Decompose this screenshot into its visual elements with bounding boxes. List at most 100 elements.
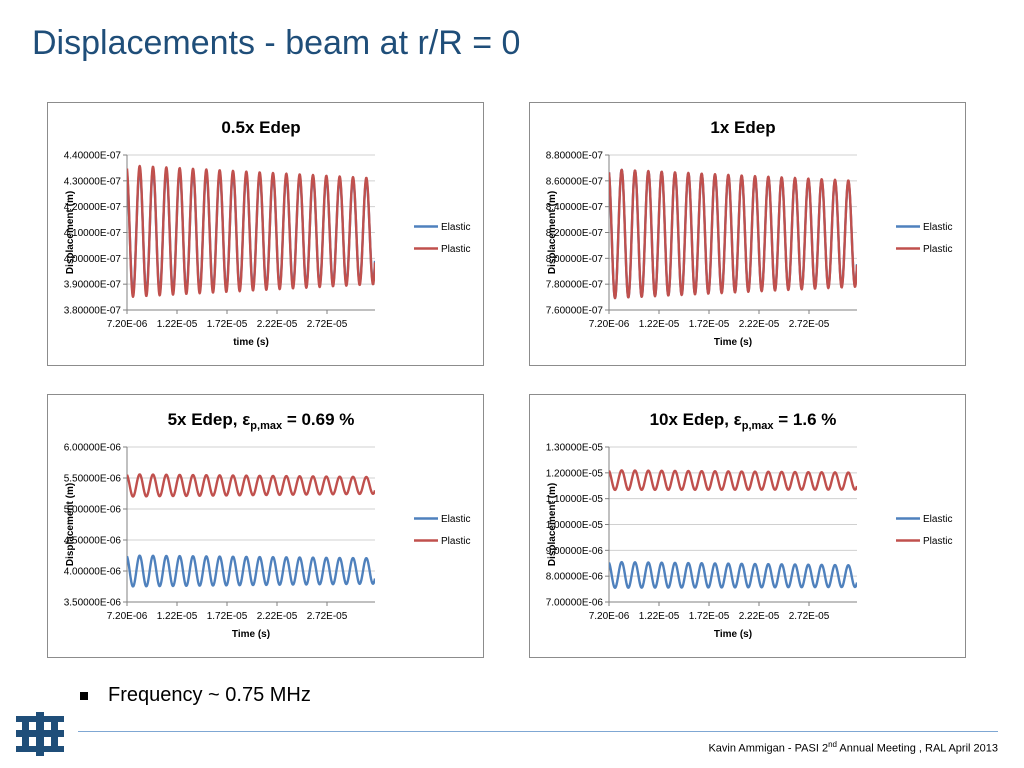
y-tick-label: 6.00000E-06 xyxy=(64,443,122,454)
chart-title-tail: = 0.69 % xyxy=(282,410,354,429)
y-tick-label: 7.00000E-06 xyxy=(546,598,604,609)
chart-title-subscript: p,max xyxy=(742,420,775,432)
y-tick-label: 3.50000E-06 xyxy=(64,598,122,609)
y-tick-label: 8.40000E-07 xyxy=(546,202,604,213)
x-tick-label: 1.22E-05 xyxy=(639,611,680,622)
y-tick-label: 4.10000E-07 xyxy=(64,228,122,239)
y-tick-label: 5.00000E-06 xyxy=(64,505,122,516)
series-group xyxy=(127,473,375,588)
x-tick-label: 7.20E-06 xyxy=(589,611,630,622)
legend-label-elastic: Elastic xyxy=(923,514,952,525)
y-tick-label: 5.50000E-06 xyxy=(64,474,122,485)
series-line-elastic xyxy=(609,560,857,589)
chart-svg: 5x Edep, εp,max = 0.69 % 3.50000E-06 4.000… xyxy=(64,410,471,640)
series-line-plastic xyxy=(127,473,375,498)
slide-title: Displacements - beam at r/R = 0 xyxy=(32,24,521,62)
y-tick-label: 4.40000E-07 xyxy=(64,151,122,162)
x-tick-label: 2.22E-05 xyxy=(257,319,298,330)
chart-panel-5x-edep: 5x Edep, εp,max = 0.69 % 3.50000E-06 4.000… xyxy=(47,394,484,658)
y-tick-label: 4.00000E-07 xyxy=(64,254,122,265)
footer-divider xyxy=(78,731,998,732)
fermilab-logo-icon xyxy=(16,712,64,756)
series-line-plastic xyxy=(127,164,375,298)
series-line-plastic xyxy=(609,168,857,300)
series-group xyxy=(609,469,857,589)
y-tick-label: 8.20000E-07 xyxy=(546,228,604,239)
x-axis-label: Time (s) xyxy=(232,629,270,640)
chart-title: 1x Edep xyxy=(710,118,775,137)
chart-title: 0.5x Edep xyxy=(221,118,300,137)
y-tick-label: 8.00000E-06 xyxy=(546,572,604,583)
x-tick-label: 1.22E-05 xyxy=(157,319,198,330)
y-tick-label: 1.00000E-05 xyxy=(546,520,604,531)
x-tick-label: 7.20E-06 xyxy=(107,319,148,330)
y-axis-label: Displacement (m) xyxy=(65,483,76,566)
chart-title: 10x Edep, εp,max = 1.6 % xyxy=(650,410,837,432)
x-tick-label: 2.72E-05 xyxy=(789,319,830,330)
chart-panel-1x-edep: 1x Edep 7.60000E-07 7.80000E-07 8.00000E-07… xyxy=(529,102,966,366)
series-group xyxy=(609,168,857,300)
x-axis-label: Time (s) xyxy=(714,337,752,348)
y-tick-label: 3.80000E-07 xyxy=(64,306,122,317)
y-tick-label: 7.80000E-07 xyxy=(546,280,604,291)
series-group xyxy=(127,164,375,298)
bullet-text: Frequency ~ 0.75 MHz xyxy=(108,684,311,706)
footer-text-pre: Kavin Ammigan - PASI 2 xyxy=(708,742,829,755)
legend-label-elastic: Elastic xyxy=(923,222,952,233)
bullet-square-icon xyxy=(80,691,88,700)
chart-title-main: 10x Edep, ε xyxy=(650,410,742,429)
chart-title-main: 1x Edep xyxy=(710,118,775,137)
chart-title: 5x Edep, εp,max = 0.69 % xyxy=(168,410,355,432)
x-tick-label: 1.72E-05 xyxy=(207,611,248,622)
y-tick-label: 4.50000E-06 xyxy=(64,536,122,547)
legend-label-plastic: Plastic xyxy=(441,536,470,547)
legend-label-plastic: Plastic xyxy=(923,536,952,547)
x-axis-label: Time (s) xyxy=(714,629,752,640)
x-tick-label: 2.22E-05 xyxy=(739,319,780,330)
legend-label-elastic: Elastic xyxy=(441,222,470,233)
legend-label-plastic: Plastic xyxy=(923,244,952,255)
x-tick-label: 2.22E-05 xyxy=(257,611,298,622)
y-tick-label: 7.60000E-07 xyxy=(546,306,604,317)
y-tick-label: 8.00000E-07 xyxy=(546,254,604,265)
y-axis-label: Displacement (m) xyxy=(547,483,558,566)
series-line-elastic xyxy=(127,554,375,588)
y-tick-label: 1.10000E-05 xyxy=(546,494,604,505)
x-tick-label: 2.22E-05 xyxy=(739,611,780,622)
x-tick-label: 7.20E-06 xyxy=(589,319,630,330)
footer-text-sup: nd xyxy=(828,740,837,749)
y-axis-label: Displacement (m) xyxy=(65,191,76,274)
y-tick-label: 4.20000E-07 xyxy=(64,202,122,213)
chart-svg: 0.5x Edep 3.80000E-07 3.90000E-07 4.00000E-… xyxy=(64,118,471,348)
x-tick-label: 1.72E-05 xyxy=(689,319,730,330)
y-axis-label: Displacement (m) xyxy=(547,191,558,274)
y-tick-label: 8.80000E-07 xyxy=(546,151,604,162)
chart-panel-half-edep: 0.5x Edep 3.80000E-07 3.90000E-07 4.00000E-… xyxy=(47,102,484,366)
bullet-point: Frequency ~ 0.75 MHz xyxy=(80,684,311,707)
x-tick-label: 1.72E-05 xyxy=(689,611,730,622)
x-tick-label: 2.72E-05 xyxy=(789,611,830,622)
x-tick-label: 7.20E-06 xyxy=(107,611,148,622)
chart-svg: 1x Edep 7.60000E-07 7.80000E-07 8.00000E-07… xyxy=(546,118,953,348)
chart-title-tail: = 1.6 % xyxy=(774,410,837,429)
chart-title-main: 0.5x Edep xyxy=(221,118,300,137)
x-tick-label: 2.72E-05 xyxy=(307,319,348,330)
y-tick-label: 8.60000E-07 xyxy=(546,176,604,187)
y-tick-label: 3.90000E-07 xyxy=(64,280,122,291)
x-tick-label: 1.22E-05 xyxy=(157,611,198,622)
y-tick-label: 1.30000E-05 xyxy=(546,443,604,454)
y-tick-label: 4.30000E-07 xyxy=(64,176,122,187)
x-tick-label: 1.22E-05 xyxy=(639,319,680,330)
chart-title-main: 5x Edep, ε xyxy=(168,410,251,429)
x-axis-label: time (s) xyxy=(233,337,269,348)
legend-label-elastic: Elastic xyxy=(441,514,470,525)
footer-citation: Kavin Ammigan - PASI 2nd Annual Meeting … xyxy=(708,740,998,755)
y-tick-label: 9.00000E-06 xyxy=(546,546,604,557)
y-tick-label: 4.00000E-06 xyxy=(64,567,122,578)
y-tick-label: 1.20000E-05 xyxy=(546,468,604,479)
x-tick-label: 1.72E-05 xyxy=(207,319,248,330)
chart-title-subscript: p,max xyxy=(250,420,283,432)
legend-label-plastic: Plastic xyxy=(441,244,470,255)
series-line-plastic xyxy=(609,469,857,492)
x-tick-label: 2.72E-05 xyxy=(307,611,348,622)
